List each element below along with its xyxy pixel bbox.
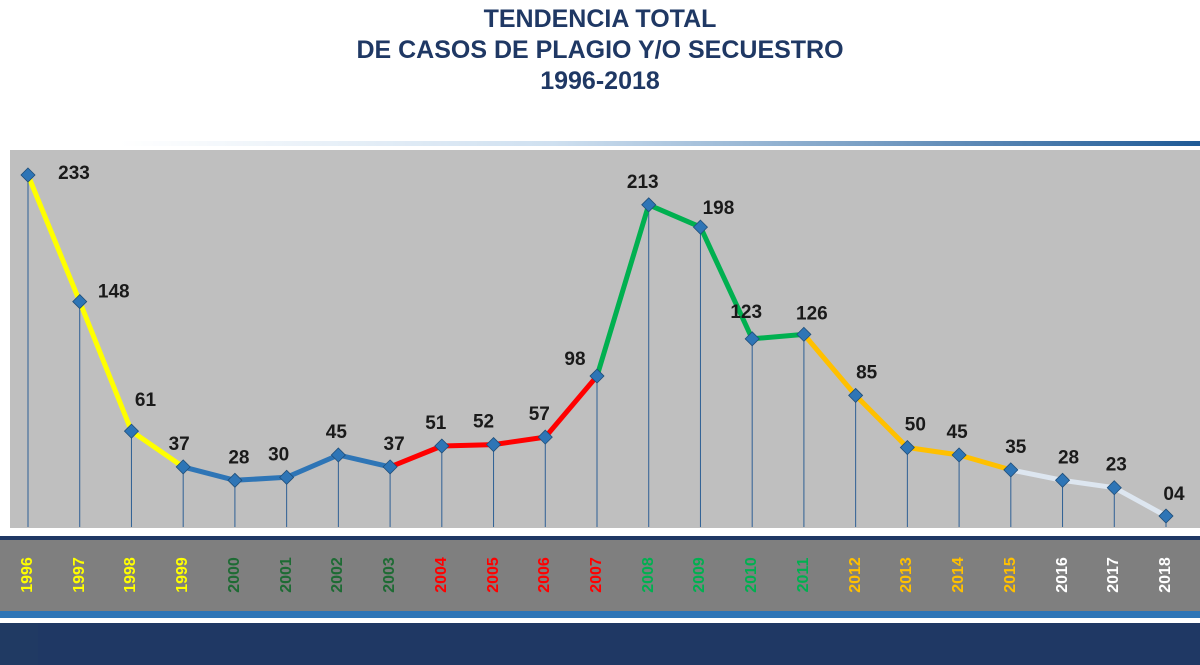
data-label-2007: 98 <box>564 349 585 370</box>
data-point-1997 <box>72 294 88 310</box>
year-band-top-border <box>0 536 1200 540</box>
year-label-2002: 2002 <box>329 557 347 593</box>
data-label-1998: 61 <box>135 390 157 411</box>
year-label-2000: 2000 <box>225 557 243 593</box>
plot-baseline <box>10 528 1200 536</box>
data-point-2011 <box>796 326 812 342</box>
data-point-2013 <box>899 439 915 456</box>
year-label-2010: 2010 <box>743 557 761 593</box>
data-label-1996: 233 <box>58 163 90 184</box>
footer-gap <box>0 618 1200 623</box>
data-point-2018 <box>1158 508 1174 524</box>
data-label-2002: 45 <box>326 422 348 443</box>
data-label-2004: 51 <box>425 413 447 434</box>
year-label-2003: 2003 <box>381 557 399 593</box>
year-label-2015: 2015 <box>1001 557 1019 593</box>
data-point-2009 <box>692 219 709 235</box>
year-label-1998: 1998 <box>122 557 140 593</box>
data-label-2005: 52 <box>473 412 494 433</box>
data-point-2012 <box>848 387 864 403</box>
data-point-1999 <box>175 459 191 475</box>
data-label-2000: 28 <box>228 447 249 468</box>
year-label-1997: 1997 <box>70 557 88 593</box>
series-segment-1 <box>25 172 186 470</box>
year-label-2011: 2011 <box>794 557 812 593</box>
data-label-2013: 50 <box>905 415 926 436</box>
year-band <box>0 536 1200 611</box>
year-label-2014: 2014 <box>950 557 968 593</box>
data-point-2004 <box>434 438 450 454</box>
year-label-2007: 2007 <box>588 557 605 593</box>
data-label-2018: 04 <box>1163 484 1185 505</box>
data-label-2001: 30 <box>268 444 289 465</box>
data-label-2012: 85 <box>856 362 878 383</box>
year-label-2013: 2013 <box>898 557 916 593</box>
year-label-1996: 1996 <box>19 557 36 593</box>
data-point-2006 <box>537 429 553 445</box>
year-label-2001: 2001 <box>277 557 295 593</box>
data-label-2010: 123 <box>730 302 762 323</box>
data-point-1998 <box>123 423 140 439</box>
data-point-2016 <box>1054 472 1071 488</box>
data-point-2007 <box>589 368 605 384</box>
footer-stripe <box>0 611 1200 618</box>
header-divider-line <box>120 141 1200 146</box>
data-label-2016: 28 <box>1058 447 1079 468</box>
year-label-2004: 2004 <box>432 557 450 593</box>
data-point-2015 <box>1003 462 1019 478</box>
data-label-2008: 213 <box>627 172 659 193</box>
data-label-2014: 45 <box>947 422 969 443</box>
data-point-1996 <box>20 167 36 183</box>
data-point-2008 <box>641 197 657 213</box>
data-label-2011: 126 <box>796 303 828 324</box>
footer-bar <box>0 623 1200 665</box>
data-label-2015: 35 <box>1005 437 1027 458</box>
title-line-2: DE CASOS DE PLAGIO Y/O SECUESTRO <box>356 36 844 64</box>
year-label-2008: 2008 <box>639 557 657 593</box>
data-point-2002 <box>330 447 346 463</box>
data-label-2017: 23 <box>1106 455 1127 476</box>
year-label-2009: 2009 <box>691 557 709 593</box>
chart-title: TENDENCIA TOTAL DE CASOS DE PLAGIO Y/O S… <box>0 4 1200 97</box>
data-point-2010 <box>744 331 760 347</box>
year-label-2018: 2018 <box>1157 557 1174 593</box>
title-line-1: TENDENCIA TOTAL <box>483 5 717 33</box>
data-label-1999: 37 <box>169 434 190 455</box>
year-label-1999: 1999 <box>174 557 192 593</box>
title-line-3: 1996-2018 <box>540 67 660 95</box>
data-point-2003 <box>382 459 398 475</box>
data-point-2000 <box>227 472 243 488</box>
data-point-2001 <box>279 469 295 485</box>
data-point-2014 <box>951 447 967 463</box>
data-label-2009: 198 <box>703 198 735 219</box>
data-label-1997: 148 <box>98 282 130 303</box>
data-label-2006: 57 <box>529 404 550 425</box>
year-label-2012: 2012 <box>846 557 864 593</box>
year-label-2016: 2016 <box>1053 557 1071 593</box>
data-label-2003: 37 <box>384 434 405 455</box>
line-chart: 233 148 61 37 28 30 45 37 51 52 57 98 213 198 123 126 85… <box>10 150 1200 536</box>
series-segment-6 <box>1008 467 1169 519</box>
year-label-2005: 2005 <box>484 557 502 593</box>
year-label-2017: 2017 <box>1105 557 1123 593</box>
data-point-2005 <box>485 436 502 453</box>
data-point-2017 <box>1106 480 1122 496</box>
year-label-2006: 2006 <box>536 557 554 593</box>
footer-edge <box>0 623 38 665</box>
